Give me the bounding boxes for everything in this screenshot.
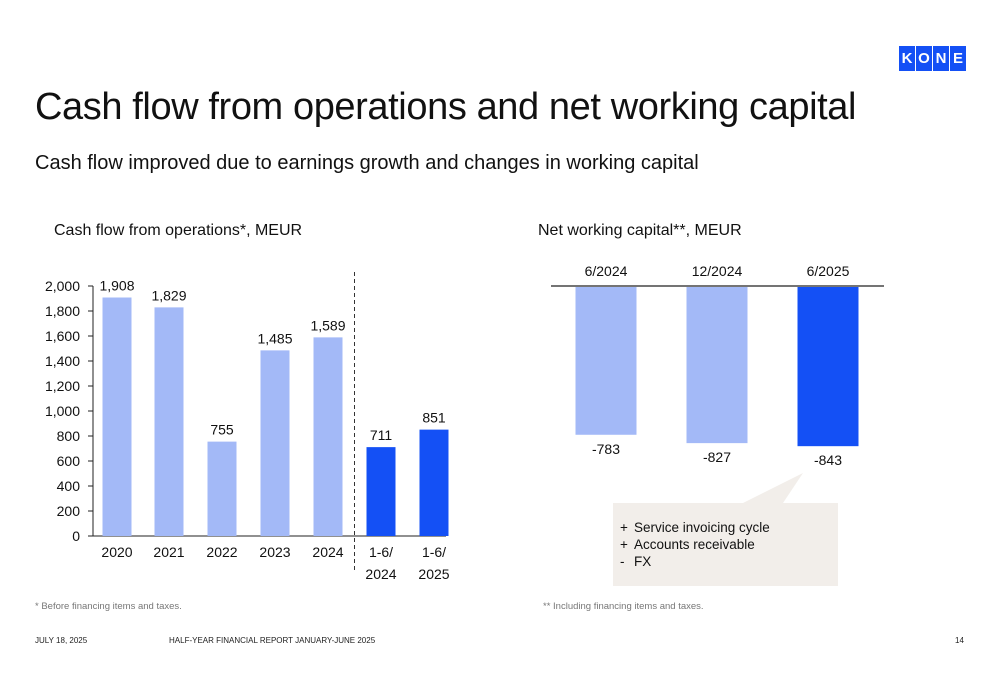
cash-flow-bar — [260, 350, 290, 536]
cash-flow-footnote: * Before financing items and taxes. — [35, 601, 182, 612]
y-tick-label: 400 — [57, 478, 81, 494]
nwc-bar — [797, 287, 859, 447]
cash-flow-data-label: 1,829 — [151, 287, 186, 303]
footer-report-title: HALF-YEAR FINANCIAL REPORT JANUARY-JUNE … — [169, 636, 376, 645]
y-tick-label: 0 — [72, 528, 80, 544]
y-tick-label: 1,200 — [45, 378, 80, 394]
cash-flow-data-label: 1,908 — [99, 278, 134, 294]
y-tick-label: 1,800 — [45, 303, 80, 319]
cash-flow-data-label: 851 — [422, 410, 446, 426]
nwc-data-label: -827 — [703, 449, 731, 465]
slide-subtitle: Cash flow improved due to earnings growt… — [35, 152, 699, 174]
x-tick-label: 2025 — [418, 566, 449, 582]
x-tick-label: 2022 — [206, 544, 237, 560]
y-tick-label: 600 — [57, 453, 81, 469]
callout-item: - FX — [620, 553, 770, 570]
x-tick-label: 2024 — [365, 566, 396, 582]
callout-shape — [613, 473, 838, 586]
x-tick-label: 2021 — [153, 544, 184, 560]
y-tick-label: 2,000 — [45, 278, 80, 294]
x-tick-label: 2023 — [259, 544, 290, 560]
cash-flow-bar — [313, 337, 343, 536]
nwc-bar — [686, 287, 748, 444]
x-tick-label: 1-6/ — [422, 544, 446, 560]
cash-flow-data-label: 755 — [210, 422, 234, 438]
nwc-data-label: -843 — [814, 452, 842, 468]
nwc-bar — [575, 287, 637, 435]
nwc-category-label: 6/2024 — [585, 263, 628, 279]
callout-sign: + — [620, 520, 628, 535]
callout-box — [613, 473, 838, 586]
callout-text: Service invoicing cycle — [634, 520, 770, 535]
y-tick-label: 1,400 — [45, 353, 80, 369]
logo-letter: N — [933, 46, 949, 71]
cash-flow-bar — [207, 441, 237, 536]
cash-flow-bar — [154, 307, 184, 536]
page-number: 14 — [955, 636, 964, 645]
cash-flow-data-label: 1,485 — [257, 330, 292, 346]
callout-item: + Service invoicing cycle — [620, 519, 770, 536]
x-tick-label: 2020 — [101, 544, 132, 560]
callout-list: + Service invoicing cycle + Accounts recei… — [620, 519, 770, 570]
cash-flow-bar — [102, 297, 132, 536]
y-tick-label: 200 — [57, 503, 81, 519]
cash-flow-data-label: 711 — [370, 427, 393, 443]
cash-flow-data-label: 1,589 — [310, 317, 345, 333]
nwc-category-label: 12/2024 — [692, 263, 743, 279]
logo-letter: O — [916, 46, 932, 71]
kone-logo: K O N E — [899, 46, 966, 71]
slide-title: Cash flow from operations and net workin… — [35, 86, 857, 128]
cash-flow-chart-title: Cash flow from operations*, MEUR — [54, 222, 303, 239]
y-tick-label: 800 — [57, 428, 81, 444]
callout-sign: - — [620, 554, 625, 569]
callout-item: + Accounts receivable — [620, 536, 770, 553]
x-tick-label: 2024 — [312, 544, 343, 560]
logo-letter: K — [899, 46, 915, 71]
nwc-chart-title: Net working capital**, MEUR — [538, 222, 742, 239]
cash-flow-bar — [419, 429, 449, 536]
callout-text: Accounts receivable — [634, 537, 755, 552]
nwc-category-label: 6/2025 — [807, 263, 850, 279]
footer-date: JULY 18, 2025 — [35, 636, 88, 645]
cash-flow-bar — [366, 447, 396, 536]
callout-sign: + — [620, 537, 628, 552]
callout-text: FX — [634, 554, 652, 569]
nwc-footnote: ** Including financing items and taxes. — [543, 601, 704, 612]
y-tick-label: 1,600 — [45, 328, 80, 344]
logo-letter: E — [950, 46, 966, 71]
y-tick-label: 1,000 — [45, 403, 80, 419]
x-tick-label: 1-6/ — [369, 544, 393, 560]
nwc-data-label: -783 — [592, 441, 620, 457]
